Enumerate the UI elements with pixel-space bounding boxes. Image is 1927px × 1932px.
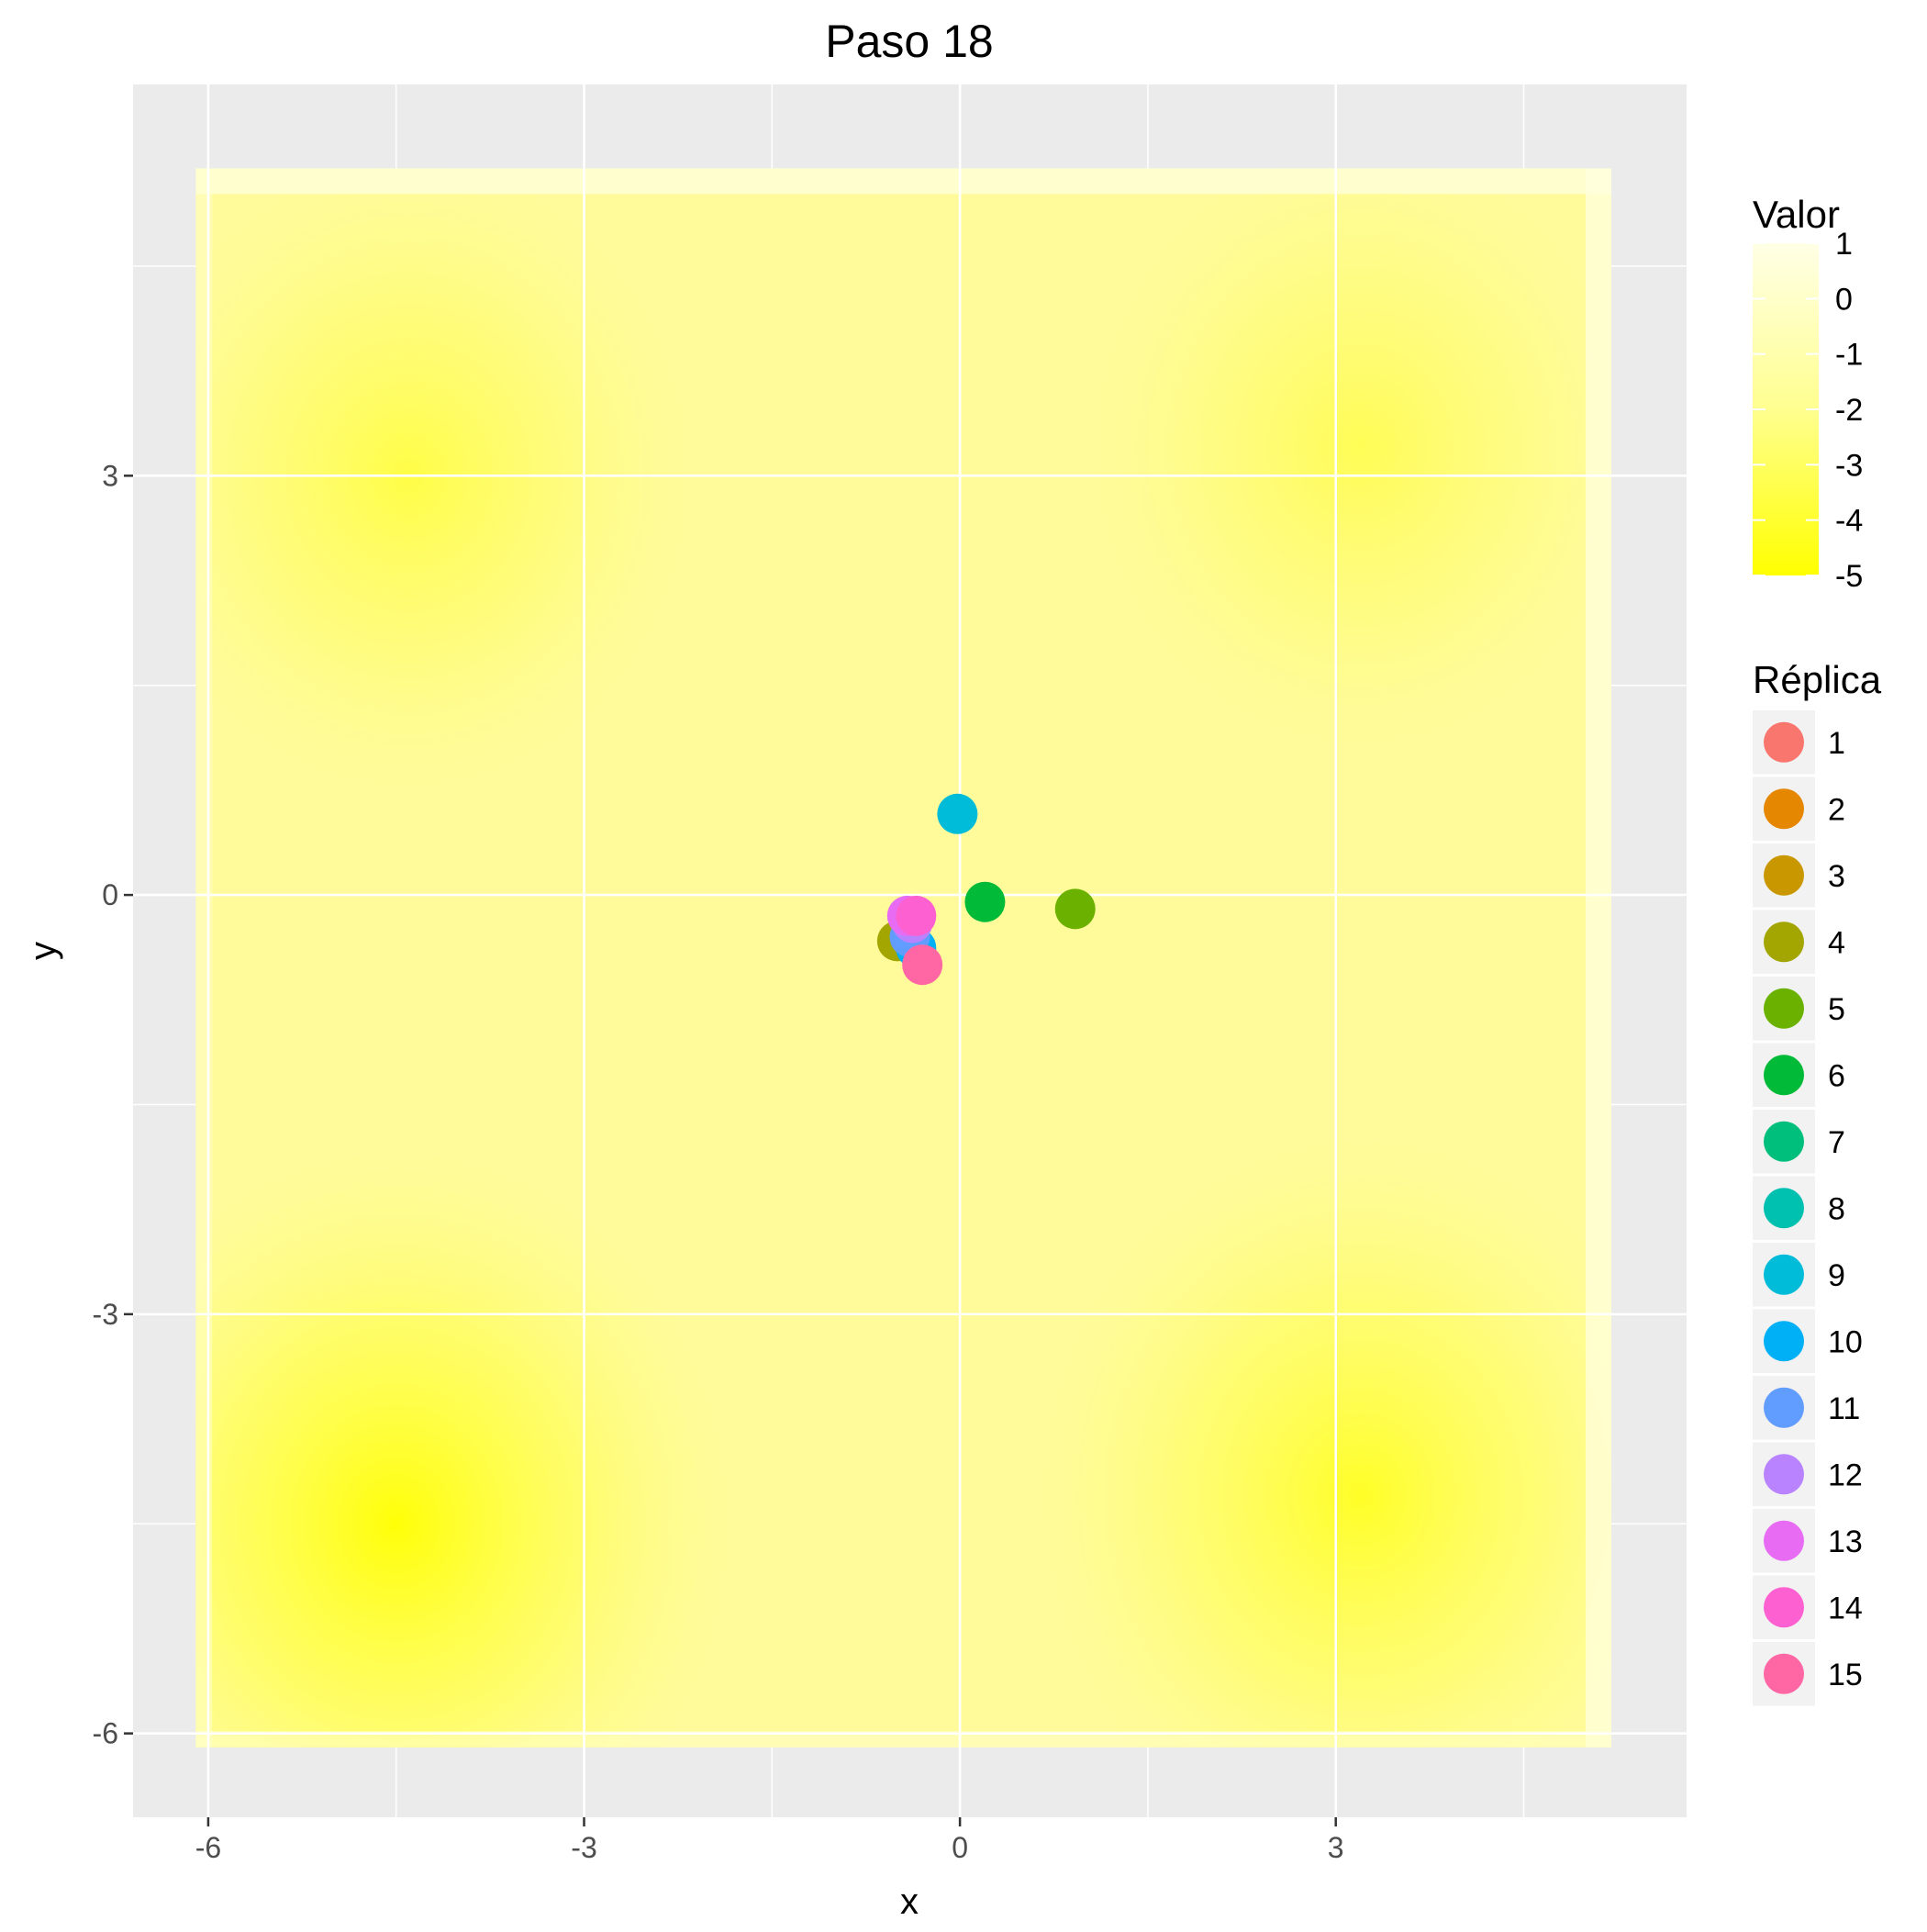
legend-key-label-14: 14 (1828, 1591, 1863, 1625)
heatmap-basin-3 (1035, 1133, 1612, 1748)
legend-key-dot-1 (1764, 721, 1804, 763)
legend-valor: Valor 1 0 -1 -2 -3 -4 -5 (1753, 193, 1863, 594)
x-axis: -6 -3 0 3 (195, 1817, 1344, 1864)
legend-key-label-9: 9 (1828, 1258, 1845, 1293)
point-replica-9 (937, 793, 978, 834)
y-tick-label-1: -3 (93, 1298, 118, 1331)
valor-label-4: -3 (1835, 448, 1863, 483)
x-tick-label-3: 3 (1328, 1831, 1344, 1864)
legend-key-label-12: 12 (1828, 1457, 1863, 1492)
heatmap-layer (195, 168, 1612, 1748)
legend-key-dot-3 (1764, 854, 1804, 896)
legend-key-dot-7 (1764, 1121, 1804, 1162)
data-points (876, 793, 1096, 986)
legend-key-label-5: 5 (1828, 992, 1845, 1027)
y-axis-title: y (23, 942, 63, 960)
legend-key-label-7: 7 (1828, 1125, 1845, 1160)
legend-key-dot-10 (1764, 1321, 1804, 1362)
legend-key-dot-4 (1764, 921, 1804, 963)
legend-valor-title: Valor (1753, 193, 1840, 236)
heatmap-edge-top (195, 168, 1612, 195)
valor-label-3: -2 (1835, 393, 1863, 428)
legend-key-dot-13 (1764, 1520, 1804, 1561)
legend-valor-ticks: 1 0 -1 -2 -3 -4 -5 (1753, 227, 1863, 594)
heatmap-basin-2 (195, 1146, 735, 1748)
legend-key-label-11: 11 (1828, 1391, 1860, 1426)
legend-key-label-4: 4 (1828, 925, 1845, 960)
legend-replica-title: Réplica (1753, 658, 1882, 701)
legend-key-label-6: 6 (1828, 1058, 1845, 1093)
legend-key-dot-6 (1764, 1055, 1804, 1096)
legend-key-dot-2 (1764, 788, 1804, 830)
legend-key-dot-9 (1764, 1254, 1804, 1295)
legend-key-label-13: 13 (1828, 1524, 1863, 1559)
heatmap-edge-right (1586, 168, 1612, 1748)
legend-key-label-10: 10 (1828, 1324, 1863, 1359)
grid-major (133, 84, 1687, 1817)
legend-key-label-2: 2 (1828, 792, 1845, 827)
heatmap-background (195, 168, 1612, 1748)
legend-key-label-1: 1 (1828, 726, 1845, 761)
legend-key-dot-15 (1764, 1653, 1804, 1694)
heatmap-basin-0 (195, 168, 697, 798)
heatmap-edge-bottom (195, 1730, 1612, 1748)
valor-label-0: 1 (1835, 227, 1853, 262)
legend-key-dot-12 (1764, 1454, 1804, 1495)
chart-title: Paso 18 (825, 16, 993, 67)
x-tick-label-0: -6 (195, 1831, 221, 1864)
legend-key-label-15: 15 (1828, 1658, 1863, 1692)
point-replica-15 (902, 944, 943, 986)
legend-key-dot-11 (1764, 1387, 1804, 1428)
point-replica-5 (1054, 888, 1096, 930)
valor-label-1: 0 (1835, 282, 1853, 317)
legend-key-dot-14 (1764, 1587, 1804, 1628)
point-replica-6 (964, 881, 1006, 922)
y-axis: -6 -3 0 3 (93, 459, 133, 1750)
valor-label-6: -5 (1835, 559, 1863, 594)
x-tick-label-2: 0 (952, 1831, 968, 1864)
y-tick-label-2: 0 (102, 878, 118, 911)
heatmap-edge-left (195, 168, 213, 1748)
legend-key-dot-5 (1764, 988, 1804, 1029)
valor-label-5: -4 (1835, 504, 1863, 539)
x-axis-title: x (900, 1882, 919, 1922)
point-replica-14 (896, 895, 937, 936)
legend-key-label-8: 8 (1828, 1191, 1845, 1226)
legend-key-dot-8 (1764, 1188, 1804, 1229)
heatmap-basin-1 (1085, 168, 1612, 755)
y-tick-label-0: -6 (93, 1717, 118, 1750)
valor-label-2: -1 (1835, 338, 1863, 373)
x-tick-label-1: -3 (571, 1831, 596, 1864)
legend-key-label-3: 3 (1828, 859, 1845, 894)
y-tick-label-3: 3 (102, 459, 118, 492)
